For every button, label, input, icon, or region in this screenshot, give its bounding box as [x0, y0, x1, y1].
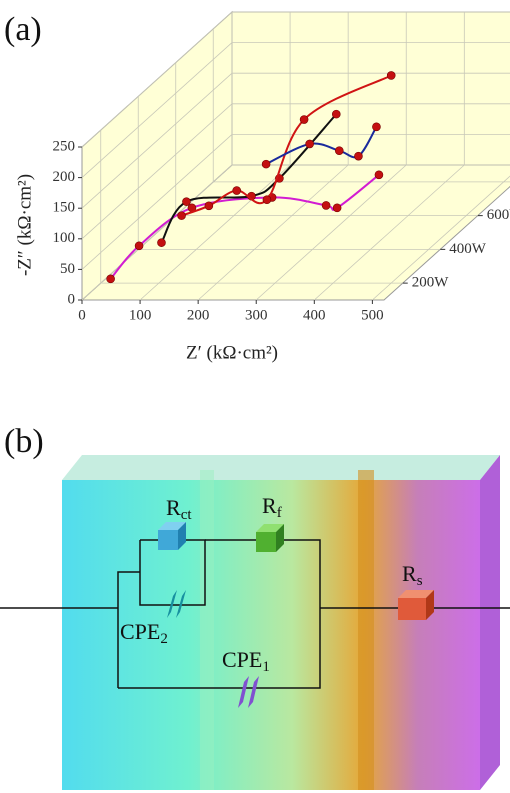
- data-point: [157, 238, 166, 247]
- component-label: Rct: [166, 495, 192, 523]
- y-tick-label: 100: [53, 230, 76, 246]
- grid-line: [81, 103, 233, 240]
- label-base: R: [262, 493, 277, 518]
- panel-label: (b): [4, 423, 44, 460]
- grid-line: [255, 164, 407, 301]
- label-base: CPE: [120, 619, 160, 644]
- y-axis-title: -Z″ (kΩ·cm²): [14, 174, 35, 276]
- rs-block: [398, 590, 434, 620]
- x-tick-label: 300: [245, 307, 268, 323]
- y-tick-label: 50: [60, 261, 75, 277]
- data-point: [305, 139, 314, 149]
- box-top: [62, 455, 500, 480]
- label-base: R: [402, 561, 417, 586]
- y-tick-label: 200: [53, 169, 76, 185]
- component-label: CPE2: [120, 619, 168, 647]
- z-tick-label: 200W: [412, 275, 450, 291]
- data-point: [299, 115, 309, 124]
- layer-edge: [358, 470, 374, 790]
- box-side: [480, 455, 500, 790]
- rf-block: [256, 524, 284, 552]
- x-tick-label: 400: [303, 307, 326, 323]
- circuit-diagram: Rct Rf Rs CPE2 CPE1: [0, 455, 510, 790]
- data-point: [332, 203, 342, 213]
- chart-3d: 0 100 200 300 400 500 0 50 100 150 200 250 200W 400W 6…: [14, 10, 510, 363]
- label-subscript: f: [277, 505, 282, 521]
- component-label: CPE1: [222, 647, 270, 675]
- back-wall: [231, 11, 510, 166]
- data-point: [321, 201, 331, 210]
- data-point: [204, 201, 214, 211]
- label-subscript: 1: [262, 659, 270, 675]
- data-point: [331, 109, 341, 119]
- data-point: [232, 186, 242, 195]
- y-tick-label: 250: [53, 138, 76, 154]
- panel-label: (a): [4, 11, 42, 48]
- label-subscript: ct: [181, 507, 193, 523]
- grid-line: [81, 42, 233, 178]
- x-tick-label: 0: [78, 307, 86, 323]
- grid-line: [139, 164, 291, 301]
- grid-line: [81, 11, 233, 148]
- rct-block: [158, 522, 186, 550]
- y-tick-label: 150: [53, 200, 76, 216]
- z-tick-label: 600W: [487, 207, 510, 223]
- grid-line: [81, 134, 233, 270]
- data-point: [182, 197, 191, 206]
- y-tick-label: 0: [68, 291, 76, 307]
- cpe1-plates: [238, 676, 259, 708]
- layer-edge: [200, 470, 214, 790]
- data-point: [334, 146, 344, 155]
- x-tick-label: 100: [129, 307, 152, 323]
- data-point: [372, 122, 381, 132]
- data-point: [374, 170, 384, 180]
- data-point: [262, 195, 272, 205]
- data-point: [177, 211, 186, 220]
- data-point: [106, 274, 115, 284]
- data-point: [261, 159, 271, 169]
- grid-line: [372, 175, 510, 301]
- label-base: R: [166, 495, 181, 520]
- label-subscript: 2: [160, 631, 168, 647]
- grid-line: [81, 72, 233, 209]
- component-label: Rf: [262, 493, 282, 521]
- cpe2-plates: [167, 590, 186, 618]
- component-label: Rs: [402, 561, 423, 589]
- z-tick-label: 400W: [449, 241, 487, 257]
- label-subscript: s: [417, 573, 423, 589]
- x-tick-label: 200: [187, 307, 210, 323]
- grid-line: [197, 164, 349, 301]
- grid-line: [314, 164, 465, 301]
- data-point: [386, 71, 396, 80]
- x-tick-label: 500: [361, 307, 384, 323]
- data-point: [354, 151, 363, 161]
- data-point: [134, 241, 144, 251]
- x-axis-title: Z′ (kΩ·cm²): [186, 342, 278, 363]
- label-base: CPE: [222, 647, 262, 672]
